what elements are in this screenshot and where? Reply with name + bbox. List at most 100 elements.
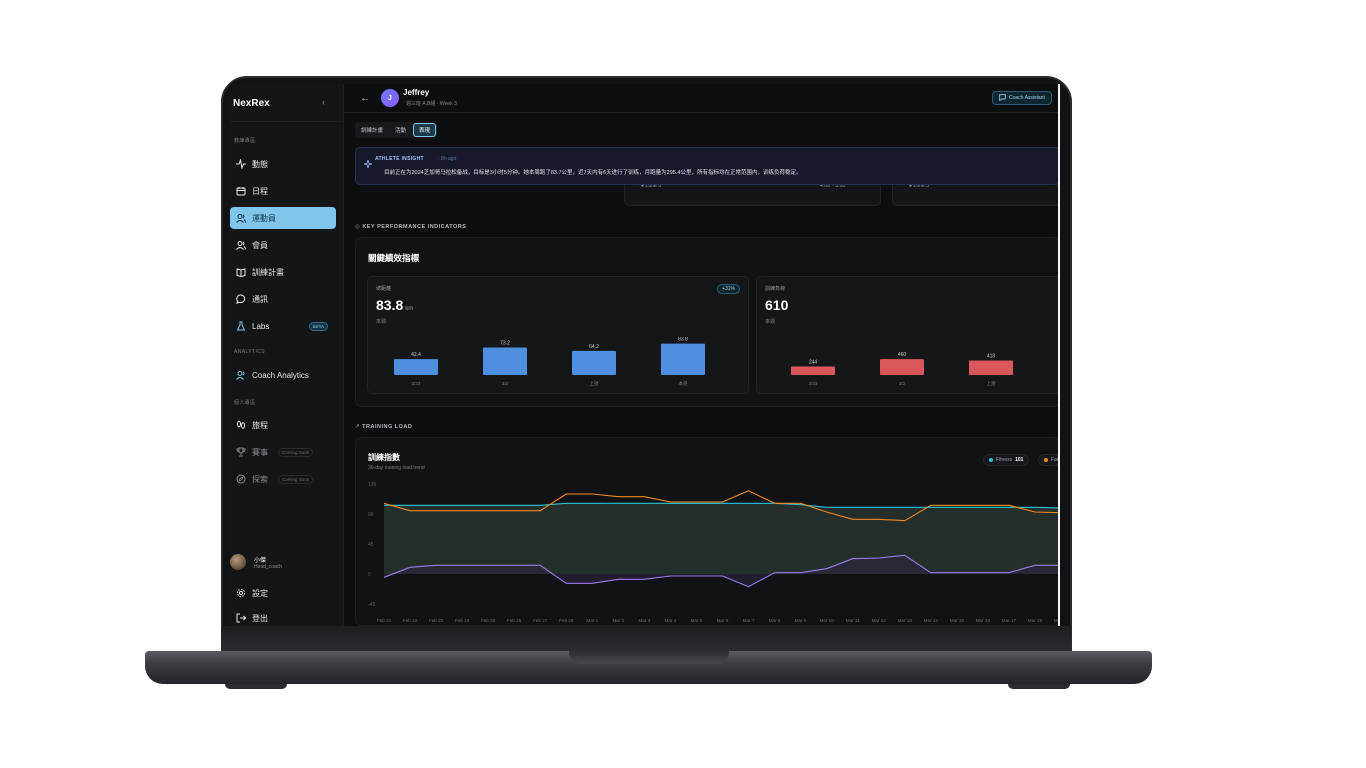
x-tick-label: Mar 5 xyxy=(691,618,703,623)
tab-performance[interactable]: 表現 xyxy=(413,123,437,137)
kpi-bar-category: 本週 xyxy=(679,380,688,387)
legend-fitness[interactable]: Fitness 101 xyxy=(983,454,1030,466)
x-tick-label: Feb 22 xyxy=(403,618,418,623)
logout-button[interactable]: 登出 xyxy=(230,607,336,626)
insight-title: ATHLETE INSIGHT xyxy=(375,156,424,162)
collapse-sidebar-icon[interactable]: ‹ xyxy=(322,97,325,107)
section-label-analytics: ANALYTICS xyxy=(234,349,266,355)
sidebar: NexRex ‹ 教練專區 動態 日程 運動員 會員 訓練計畫 通訊 xyxy=(230,84,344,626)
laptop-foot-left xyxy=(225,684,287,689)
kpi-bar-category: 3/2 xyxy=(899,381,906,386)
kpi-bar-category: 2/23 xyxy=(809,381,818,386)
zone-range: 4:06 ~ 3:50 xyxy=(820,183,846,189)
user-profile[interactable]: 小傑 Head_coach xyxy=(230,554,282,570)
x-tick-label: Mar 18 xyxy=(1028,618,1043,623)
insight-time: · 8h ago xyxy=(438,156,457,162)
sidebar-item-schedule[interactable]: 日程 xyxy=(230,180,336,202)
sidebar-item-label: 日程 xyxy=(252,186,268,196)
sidebar-item-label: 會員 xyxy=(252,240,268,250)
calendar-icon xyxy=(236,186,246,196)
sidebar-item-labs[interactable]: Labs BETA xyxy=(230,315,336,337)
sidebar-divider xyxy=(230,121,344,122)
flask-icon xyxy=(236,321,246,331)
back-arrow-icon[interactable]: ← xyxy=(360,93,370,104)
fitness-area xyxy=(384,503,1060,574)
kpi-bar-chart-load: 244 2/23 460 3/2 418 上週 xyxy=(791,352,1013,387)
brand-logo[interactable]: NexRex xyxy=(233,98,270,109)
laptop-foot-right xyxy=(1008,684,1070,689)
users-icon xyxy=(236,240,246,250)
x-tick-label: Mar 14 xyxy=(924,618,939,623)
y-tick-label: 135 xyxy=(368,482,377,488)
series-line[interactable] xyxy=(383,554,1060,588)
x-tick-label: Feb 23 xyxy=(429,618,444,623)
x-tick-label: Mar 11 xyxy=(846,618,860,623)
app-screen: NexRex ‹ 教練專區 動態 日程 運動員 會員 訓練計畫 通訊 xyxy=(230,84,1060,626)
series-line[interactable] xyxy=(383,490,1060,522)
kpi-bar-value: 244 xyxy=(809,360,818,366)
scrollbar[interactable] xyxy=(1058,84,1060,626)
kpi-bar[interactable] xyxy=(661,343,705,375)
zone-label: ● Zone 5 xyxy=(641,183,661,189)
kpi-bar-category: 2/23 xyxy=(412,381,421,386)
users-icon xyxy=(236,213,246,223)
form-area xyxy=(384,555,1060,587)
kpi-bar[interactable] xyxy=(572,350,616,375)
kpi-period: 本週 xyxy=(765,319,776,325)
kpi-bar[interactable] xyxy=(880,359,924,375)
x-tick-label: Mar 19 xyxy=(1054,618,1060,623)
kpi-period: 本週 xyxy=(376,319,387,325)
sidebar-item-label: 探索 xyxy=(252,474,268,484)
legend-fatigue[interactable]: Fat xyxy=(1038,454,1060,466)
coming-soon-badge: Coming Soon xyxy=(278,474,314,484)
kpi-bar[interactable] xyxy=(394,359,438,375)
training-load-panel: 訓練指數 30-day training load trend Fitness 1… xyxy=(355,437,1060,626)
sidebar-item-activity[interactable]: 動態 xyxy=(230,153,336,175)
sidebar-item-athletes[interactable]: 運動員 xyxy=(230,207,336,229)
settings-button[interactable]: 設定 xyxy=(230,582,336,604)
trend-icon: ↗ xyxy=(355,424,363,430)
sidebar-item-label: 動態 xyxy=(252,159,268,169)
x-tick-label: Mar 3 xyxy=(639,618,651,623)
training-load-section-header: ↗ TRAINING LOAD xyxy=(355,424,413,430)
kpi-bar-value: 73.2 xyxy=(500,341,510,347)
x-tick-label: Mar 2 xyxy=(612,618,624,623)
sidebar-item-journey[interactable]: 旅程 xyxy=(230,414,336,436)
kpi-label: 總距離 xyxy=(376,286,392,292)
kpi-bar[interactable] xyxy=(791,366,835,375)
kpi-value: 83.8 km xyxy=(376,297,414,313)
kpi-bar[interactable] xyxy=(969,360,1013,375)
section-label-coach: 教練專區 xyxy=(234,138,256,144)
trophy-icon xyxy=(236,447,246,457)
series-line[interactable] xyxy=(384,502,1060,509)
kpi-panel-title: 關鍵績效指標 xyxy=(368,253,420,263)
logout-label: 登出 xyxy=(252,613,268,623)
x-tick-label: Feb 25 xyxy=(481,618,496,623)
sidebar-item-coach-analytics[interactable]: Coach Analytics xyxy=(230,364,336,386)
chat-icon xyxy=(999,93,1006,103)
coach-assistant-button[interactable]: Coach Assistant xyxy=(992,91,1052,105)
sidebar-item-events[interactable]: 賽事 Coming Soon xyxy=(230,441,336,463)
zone-label: ● Zone 5 xyxy=(909,183,929,189)
kpi-bar-value: 460 xyxy=(898,352,907,358)
kpi-bar[interactable] xyxy=(483,347,527,375)
insight-body: 目前正在为2024芝加哥马拉松备战，目标是3小时5分钟。她本周跑了83.7公里，… xyxy=(384,170,802,176)
book-icon xyxy=(236,267,246,277)
kpi-bar-value: 418 xyxy=(987,354,996,360)
kpi-card-training-load: 訓練負荷 610 本週 244 2/23 460 3/2 418 上週 xyxy=(756,276,1060,394)
x-tick-label: Mar 16 xyxy=(976,618,991,623)
athlete-name: Jeffrey xyxy=(403,88,430,97)
sidebar-item-label: Coach Analytics xyxy=(252,370,309,380)
tab-activities[interactable]: 活動 xyxy=(395,128,407,134)
tab-training-plan[interactable]: 訓練計畫 xyxy=(361,128,384,134)
sidebar-item-messages[interactable]: 通訊 xyxy=(230,288,336,310)
x-tick-label: Mar 8 xyxy=(769,618,781,623)
x-tick-label: Mar 13 xyxy=(898,618,913,623)
sidebar-item-members[interactable]: 會員 xyxy=(230,234,336,256)
sidebar-item-training-plans[interactable]: 訓練計畫 xyxy=(230,261,336,283)
sidebar-item-explore[interactable]: 探索 Coming Soon xyxy=(230,468,336,490)
kpi-panel: 關鍵績效指標 總距離 +31% 83.8 km 本週 42.4 2/23 73.2 3/… xyxy=(355,237,1060,407)
sidebar-item-label: 旅程 xyxy=(252,420,268,430)
sidebar-item-label: Labs xyxy=(252,321,270,331)
sidebar-item-label: 通訊 xyxy=(252,294,268,304)
